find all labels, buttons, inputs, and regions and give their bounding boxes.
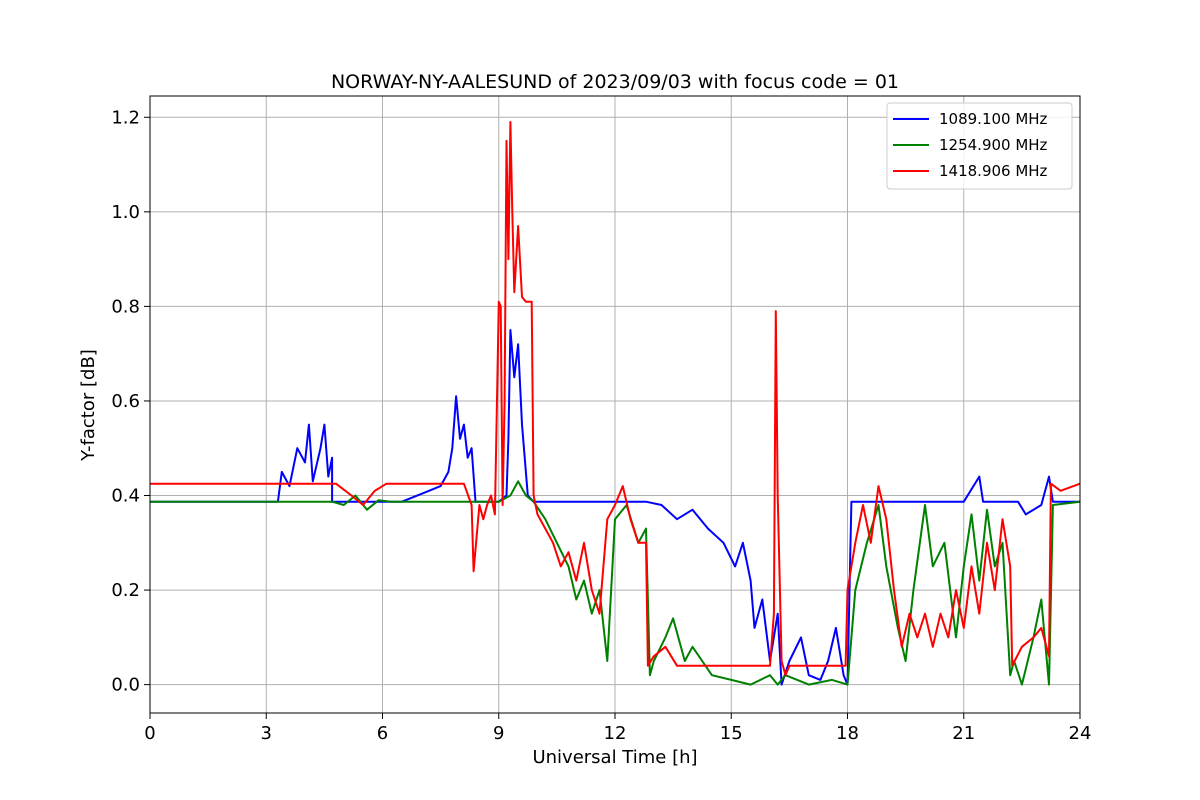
- x-tick-label: 6: [377, 723, 388, 744]
- x-tick-label: 0: [144, 723, 155, 744]
- y-tick-label: 1.0: [111, 202, 140, 223]
- x-axis-label: Universal Time [h]: [532, 747, 697, 768]
- legend-box: [886, 102, 1073, 190]
- series-layer: [150, 121, 1081, 686]
- x-tick-label: 24: [1069, 723, 1092, 744]
- series-line-3: [150, 121, 1081, 677]
- chart-title: NORWAY-NY-AALESUND of 2023/09/03 with fo…: [331, 71, 899, 93]
- x-tick-label: 12: [604, 723, 627, 744]
- series-line-2: [150, 480, 1081, 686]
- x-tick-label: 18: [836, 723, 859, 744]
- y-tick-label: 1.2: [111, 107, 140, 128]
- legend-label: 1254.900 MHz: [939, 136, 1048, 154]
- y-tick-label: 0.8: [111, 296, 140, 317]
- x-tick-label: 15: [720, 723, 743, 744]
- x-axis: 0 3 6 9 12 15 18 21 24: [144, 713, 1091, 744]
- y-tick-label: 0.6: [111, 391, 140, 412]
- legend: 1089.100 MHz 1254.900 MHz 1418.906 MHz: [886, 102, 1073, 190]
- y-tick-label: 0.0: [111, 675, 140, 696]
- legend-label: 1089.100 MHz: [939, 110, 1048, 128]
- y-axis-label: Y-factor [dB]: [78, 349, 99, 462]
- y-tick-label: 0.4: [111, 486, 140, 507]
- legend-label: 1418.906 MHz: [939, 162, 1048, 180]
- x-tick-label: 9: [493, 723, 504, 744]
- y-axis: 0.0 0.2 0.4 0.6 0.8 1.0 1.2: [111, 107, 150, 696]
- x-tick-label: 3: [261, 723, 272, 744]
- x-tick-label: 21: [952, 723, 975, 744]
- y-tick-label: 0.2: [111, 580, 140, 601]
